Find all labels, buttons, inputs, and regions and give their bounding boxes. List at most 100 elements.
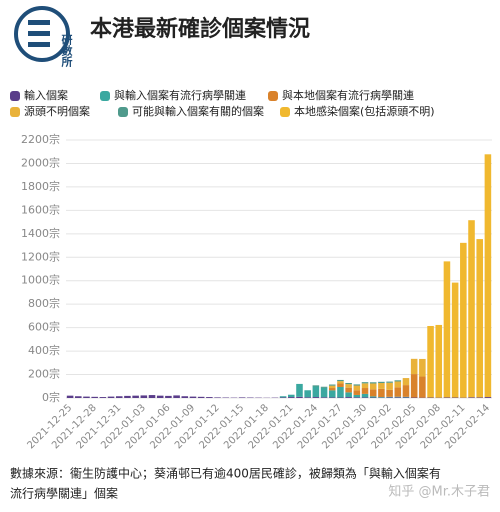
legend-swatch: [10, 91, 20, 101]
bar-segment: [132, 395, 139, 398]
bar-segment: [394, 387, 402, 397]
y-tick-label: 0宗: [42, 390, 60, 404]
bar-segment: [386, 382, 393, 390]
bar-segment: [402, 385, 410, 397]
bar-segment: [476, 239, 483, 398]
bar-segment: [410, 374, 418, 398]
bar-segment: [484, 397, 492, 398]
bar-segment: [369, 396, 377, 398]
bar-segment: [312, 386, 320, 398]
chart-title: 本港最新確診個案情況: [90, 16, 310, 42]
bar-segment: [386, 381, 393, 383]
legend-label: 輸入個案: [24, 88, 68, 102]
bar-segment: [312, 397, 320, 398]
legend-swatch: [10, 107, 20, 117]
bar-segment: [148, 395, 156, 398]
bar-segment: [460, 242, 467, 398]
bar-segment: [378, 388, 385, 398]
bar-segment: [353, 394, 361, 398]
bar-segment: [320, 397, 328, 398]
legend-swatch: [280, 107, 290, 117]
footnote: 數據來源：衞生防護中心；葵涌邨已有逾400居民確診，被歸類為「與輸入個案有: [10, 466, 441, 481]
bar-segment: [451, 282, 459, 398]
legend-swatch: [118, 107, 128, 117]
bar-segment: [345, 382, 352, 385]
bar-segment: [402, 378, 410, 386]
bar-segment: [337, 379, 344, 382]
legend-label: 與本地個案有流行病學關連: [282, 88, 414, 102]
y-tick-label: 2000宗: [21, 155, 60, 169]
bar-segment: [156, 395, 164, 398]
y-tick-label: 400宗: [28, 343, 60, 357]
bar-segment: [402, 396, 410, 398]
bar-segment: [328, 385, 336, 389]
bar-segment: [107, 396, 115, 398]
bar-segment: [99, 397, 107, 398]
bar-segment: [378, 381, 385, 383]
bar-segment: [468, 220, 475, 398]
bar-segment: [304, 397, 311, 398]
y-tick-label: 2200宗: [21, 132, 60, 146]
y-tick-label: 800宗: [28, 296, 60, 310]
bar-segment: [312, 385, 320, 387]
bar-segment: [337, 386, 344, 398]
bar-segment: [419, 376, 426, 398]
logo-bar: [28, 42, 50, 47]
bar-segment: [345, 392, 352, 398]
bar-segment: [378, 397, 385, 398]
bar-segment: [386, 396, 393, 398]
bar-segment: [419, 358, 426, 377]
bar-segment: [320, 387, 328, 398]
bar-segment: [165, 395, 172, 398]
logo-bar: [28, 31, 50, 36]
bar-segment: [353, 397, 361, 398]
bar-segment: [320, 386, 328, 388]
footnote: 流行病學關連」個案: [10, 486, 118, 501]
bar-segment: [394, 380, 402, 382]
bar-segment: [337, 383, 344, 387]
bar-segment: [394, 396, 402, 398]
bar-segment: [345, 387, 352, 393]
bar-segment: [328, 388, 336, 391]
bar-segment: [279, 396, 287, 398]
legend-label: 可能與輸入個案有關的個案: [132, 104, 264, 118]
logo-bar: [28, 20, 50, 25]
bar-segment: [337, 381, 344, 384]
bar-segment: [173, 395, 180, 398]
legend-label: 本地感染個案(包括源頭不明): [294, 104, 435, 118]
y-tick-label: 200宗: [28, 367, 60, 381]
bar-segment: [115, 396, 123, 398]
legend-label: 與輸入個案有流行病學關連: [114, 88, 246, 102]
y-tick-label: 1400宗: [21, 226, 60, 240]
watermark: 知乎 @Mr.木子君: [388, 484, 490, 500]
bar-segment: [361, 388, 369, 394]
bar-segment: [369, 383, 377, 390]
y-tick-label: 1600宗: [21, 202, 60, 216]
bar-segment: [66, 395, 74, 398]
bar-segment: [83, 396, 90, 398]
bar-segment: [361, 397, 369, 398]
bar-segment: [427, 325, 434, 398]
bar-segment: [443, 261, 451, 398]
bar-segment: [296, 383, 303, 397]
bar-segment: [328, 397, 336, 398]
bar-segment: [402, 397, 410, 398]
bar-segment: [140, 395, 148, 398]
bar-segment: [197, 396, 205, 398]
legend-swatch: [268, 91, 278, 101]
bar-segment: [353, 390, 361, 395]
bar-segment: [189, 396, 197, 398]
y-tick-label: 1200宗: [21, 249, 60, 263]
bar-segment: [476, 397, 483, 398]
bar-segment: [296, 396, 303, 398]
bar-segment: [279, 397, 287, 398]
bar-segment: [304, 390, 311, 398]
y-tick-label: 600宗: [28, 320, 60, 334]
bar-segment: [353, 385, 361, 391]
bar-segment: [206, 397, 213, 398]
bar-segment: [394, 381, 402, 388]
logo: 研數所: [14, 6, 73, 68]
bar-segment: [345, 397, 352, 398]
bar-segment: [468, 397, 475, 398]
